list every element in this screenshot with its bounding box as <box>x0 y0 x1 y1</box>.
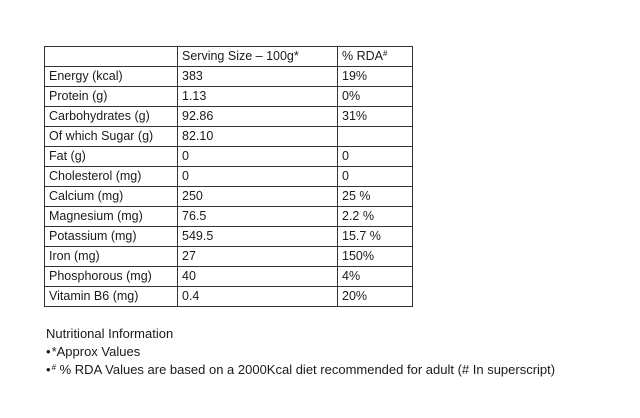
cell-nutrient: Carbohydrates (g) <box>44 106 178 127</box>
footnotes: Nutritional Information •*Approx Values … <box>46 325 555 379</box>
cell-rda: 25 % <box>337 186 413 207</box>
cell-rda: 0 <box>337 146 413 167</box>
header-rda-label: % RDA <box>342 49 383 64</box>
cell-serving: 549.5 <box>177 226 338 247</box>
table-row: Vitamin B6 (mg) 0.4 20% <box>44 286 413 307</box>
cell-serving: 92.86 <box>177 106 338 127</box>
table-row: Protein (g) 1.13 0% <box>44 86 413 107</box>
cell-rda: 19% <box>337 66 413 87</box>
table-row: Of which Sugar (g) 82.10 <box>44 126 413 147</box>
bullet-icon: • <box>46 362 51 377</box>
cell-rda <box>337 126 413 147</box>
cell-serving: 0 <box>177 166 338 187</box>
cell-nutrient: Energy (kcal) <box>44 66 178 87</box>
cell-rda: 15.7 % <box>337 226 413 247</box>
cell-nutrient: Protein (g) <box>44 86 178 107</box>
table-row: Carbohydrates (g) 92.86 31% <box>44 106 413 127</box>
cell-nutrient: Calcium (mg) <box>44 186 178 207</box>
cell-nutrient: Potassium (mg) <box>44 226 178 247</box>
cell-nutrient: Iron (mg) <box>44 246 178 267</box>
header-rda: % RDA# <box>337 46 413 67</box>
cell-serving: 40 <box>177 266 338 287</box>
cell-serving: 27 <box>177 246 338 267</box>
nutrition-table-body: Energy (kcal) 383 19% Protein (g) 1.13 0% Carb… <box>44 66 413 307</box>
cell-nutrient: Magnesium (mg) <box>44 206 178 227</box>
notes-heading: Nutritional Information <box>46 326 174 341</box>
cell-serving: 383 <box>177 66 338 87</box>
cell-nutrient: Vitamin B6 (mg) <box>44 286 178 307</box>
table-row: Calcium (mg) 250 25 % <box>44 186 413 207</box>
cell-rda: 31% <box>337 106 413 127</box>
nutrition-table: Serving Size – 100g* % RDA# Energy (kcal… <box>44 46 413 307</box>
cell-serving: 250 <box>177 186 338 207</box>
note-approx-text: *Approx Values <box>51 344 141 359</box>
cell-serving: 0 <box>177 146 338 167</box>
cell-rda: 0 <box>337 166 413 187</box>
cell-serving: 76.5 <box>177 206 338 227</box>
note-rda: •# % RDA Values are based on a 2000Kcal … <box>46 361 555 379</box>
cell-nutrient: Fat (g) <box>44 146 178 167</box>
table-row: Phosphorous (mg) 40 4% <box>44 266 413 287</box>
table-header-row: Serving Size – 100g* % RDA# <box>44 46 413 67</box>
table-row: Energy (kcal) 383 19% <box>44 66 413 87</box>
cell-rda: 20% <box>337 286 413 307</box>
cell-serving: 82.10 <box>177 126 338 147</box>
table-row: Fat (g) 0 0 <box>44 146 413 167</box>
note-rda-superscript: # <box>51 363 57 372</box>
cell-serving: 0.4 <box>177 286 338 307</box>
cell-nutrient: Phosphorous (mg) <box>44 266 178 287</box>
cell-rda: 4% <box>337 266 413 287</box>
header-nutrient <box>44 46 178 67</box>
table-row: Iron (mg) 27 150% <box>44 246 413 267</box>
table-row: Cholesterol (mg) 0 0 <box>44 166 413 187</box>
bullet-icon: • <box>46 344 51 359</box>
cell-nutrient: Cholesterol (mg) <box>44 166 178 187</box>
cell-rda: 150% <box>337 246 413 267</box>
note-approx: •*Approx Values <box>46 343 555 361</box>
header-rda-superscript: # <box>382 49 388 59</box>
cell-rda: 0% <box>337 86 413 107</box>
cell-nutrient: Of which Sugar (g) <box>44 126 178 147</box>
cell-rda: 2.2 % <box>337 206 413 227</box>
cell-serving: 1.13 <box>177 86 338 107</box>
note-rda-text: % RDA Values are based on a 2000Kcal die… <box>56 362 556 377</box>
table-row: Potassium (mg) 549.5 15.7 % <box>44 226 413 247</box>
header-serving-size: Serving Size – 100g* <box>177 46 338 67</box>
table-row: Magnesium (mg) 76.5 2.2 % <box>44 206 413 227</box>
